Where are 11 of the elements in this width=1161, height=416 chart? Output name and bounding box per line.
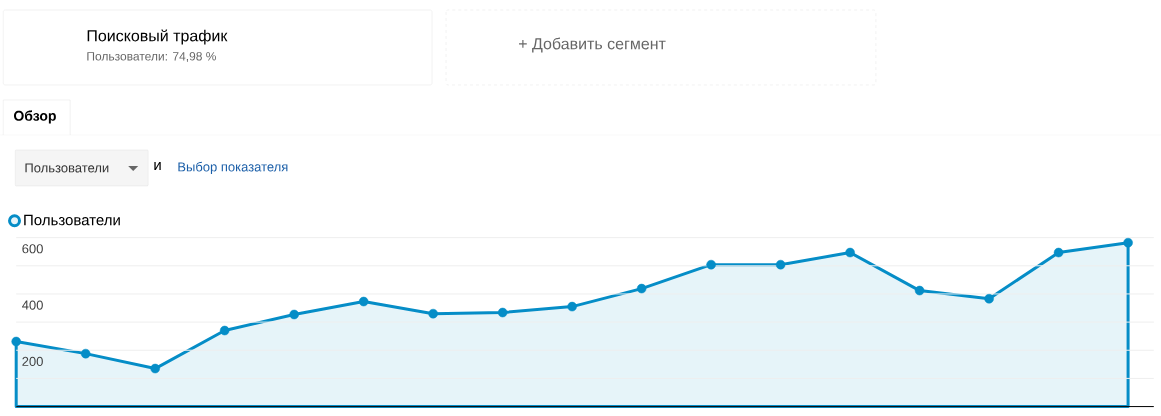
text: Пользователи [25, 163, 109, 173]
y-tick-label: 400 [22, 300, 43, 310]
legend-label: Пользователи [24, 214, 120, 226]
y-tick-label: 600 [22, 243, 43, 254]
text: Выбор показателя [178, 161, 288, 174]
chart-subtitle: Пользователи: 74,98 % [87, 51, 217, 62]
chart-title: Поисковый трафик [87, 29, 228, 45]
text: + Добавить сегмент [519, 37, 666, 53]
y-tick-label: 200 [22, 356, 43, 366]
text: Обзор [13, 110, 56, 124]
text: и [154, 161, 161, 170]
